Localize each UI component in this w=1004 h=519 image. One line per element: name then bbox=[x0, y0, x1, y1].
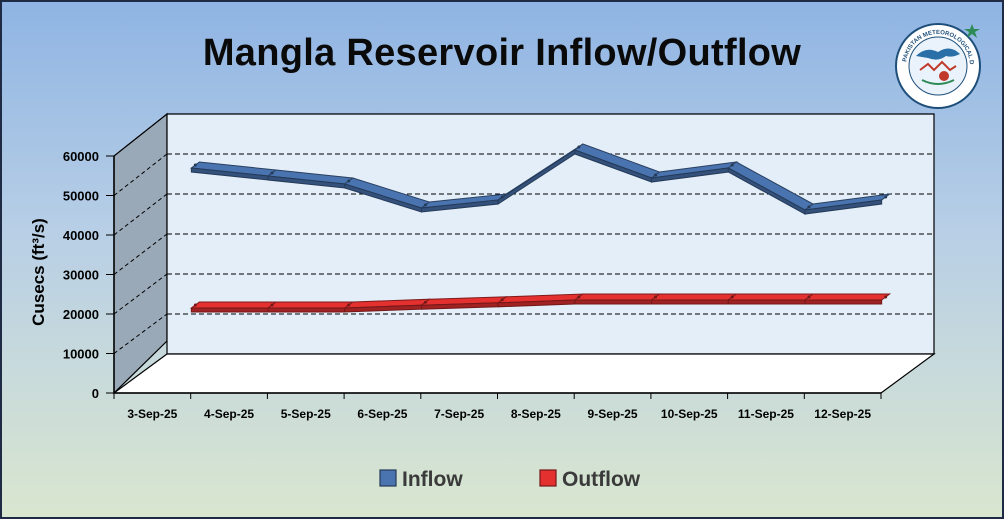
outflow-ribbon-top bbox=[726, 293, 815, 301]
y-ticks: 0 10000 20000 30000 40000 50000 60000 bbox=[63, 149, 114, 401]
inflow-point bbox=[577, 145, 581, 149]
legend: Inflow Outflow bbox=[379, 468, 641, 491]
y-tick-label: 10000 bbox=[63, 347, 99, 362]
x-tick-label: 11-Sep-25 bbox=[738, 407, 794, 421]
outflow-point bbox=[730, 295, 734, 299]
x-ticks: 3-Sep-25 4-Sep-25 5-Sep-25 6-Sep-25 7-Sep-25… bbox=[113, 393, 882, 421]
inflow-point bbox=[807, 205, 811, 209]
gridline-side bbox=[113, 113, 168, 157]
outflow-point bbox=[270, 303, 274, 307]
chart-title: Mangla Reservoir Inflow/Outflow bbox=[202, 32, 802, 74]
outflow-ribbon-face bbox=[804, 299, 883, 305]
inflow-point bbox=[884, 195, 888, 199]
outflow-point bbox=[500, 298, 504, 302]
x-tick-label: 9-Sep-25 bbox=[588, 407, 638, 421]
legend-label-outflow: Outflow bbox=[562, 468, 641, 491]
inflow-point bbox=[500, 195, 504, 199]
outflow-ribbon-face bbox=[651, 299, 729, 305]
outflow-ribbon-face bbox=[574, 299, 653, 305]
legend-swatch-outflow bbox=[539, 469, 557, 487]
inflow-point bbox=[730, 163, 734, 167]
gridline-side bbox=[113, 153, 168, 196]
y-tick-label: 30000 bbox=[63, 268, 99, 283]
y-tick-label: 20000 bbox=[63, 307, 99, 322]
series-ribbons bbox=[189, 143, 892, 313]
x-tick-label: 5-Sep-25 bbox=[281, 407, 331, 421]
outflow-point bbox=[347, 303, 351, 307]
pmd-logo: PAKISTAN METEOROLOGICAL DEPARTMENT bbox=[892, 20, 981, 109]
x-tick-label: 10-Sep-25 bbox=[661, 407, 718, 421]
y-axis-label: Cusecs (ft³/s) bbox=[29, 218, 48, 326]
inflow-point bbox=[423, 203, 427, 207]
x-tick-label: 12-Sep-25 bbox=[814, 407, 871, 421]
x-tick-label: 8-Sep-25 bbox=[511, 407, 561, 421]
outflow-ribbon-top bbox=[573, 293, 662, 301]
outflow-ribbon-top bbox=[803, 293, 892, 301]
inflow-point bbox=[193, 163, 197, 167]
x-tick-label: 6-Sep-25 bbox=[357, 407, 407, 421]
side-wall bbox=[113, 112, 168, 395]
outflow-ribbon-top bbox=[650, 293, 738, 301]
inflow-point bbox=[270, 171, 274, 175]
gridlines bbox=[113, 113, 934, 354]
x-tick-label: 4-Sep-25 bbox=[204, 407, 254, 421]
legend-label-inflow: Inflow bbox=[402, 468, 463, 491]
outflow-ribbon-top bbox=[189, 301, 278, 309]
legend-swatch-inflow bbox=[379, 469, 397, 487]
y-tick-label: 0 bbox=[92, 386, 99, 401]
outflow-point bbox=[807, 295, 811, 299]
x-tick-label: 3-Sep-25 bbox=[127, 407, 177, 421]
outflow-ribbon-face bbox=[267, 307, 346, 313]
outflow-point bbox=[423, 300, 427, 304]
inflow-ribbon-face bbox=[804, 199, 883, 215]
outflow-ribbon-top bbox=[266, 301, 355, 309]
floor bbox=[112, 353, 936, 394]
outflow-point bbox=[577, 295, 581, 299]
outflow-ribbon-face bbox=[190, 307, 269, 313]
y-tick-label: 50000 bbox=[63, 189, 99, 204]
inflow-point bbox=[347, 179, 351, 183]
x-tick-label: 7-Sep-25 bbox=[434, 407, 484, 421]
outflow-ribbon-face bbox=[727, 299, 806, 305]
outflow-point bbox=[193, 303, 197, 307]
outflow-point bbox=[884, 295, 888, 299]
y-tick-label: 60000 bbox=[63, 149, 99, 164]
y-tick-label: 40000 bbox=[63, 228, 99, 243]
inflow-point bbox=[654, 173, 658, 177]
outflow-point bbox=[654, 295, 658, 299]
